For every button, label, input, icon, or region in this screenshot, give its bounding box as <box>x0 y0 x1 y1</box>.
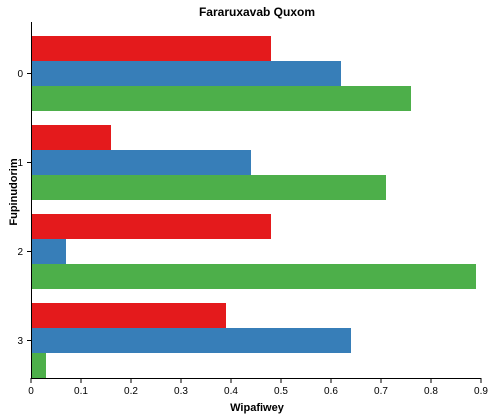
bar-cat0-series1 <box>31 61 341 86</box>
x-tick-label-8: 0.8 <box>424 386 438 397</box>
y-tick-label-0: 0 <box>17 69 23 80</box>
bar-cat2-series2 <box>31 264 476 289</box>
chart-title: Fararuxavab Quxom <box>199 5 315 19</box>
bar-cat3-series0 <box>31 303 226 328</box>
y-axis-label: Fupinudorim <box>8 158 20 225</box>
bar-cat3-series1 <box>31 328 351 353</box>
bar-cat0-series0 <box>31 36 271 61</box>
y-axis-ticks: 0 1 2 3 <box>17 69 31 347</box>
x-tick-label-0: 0 <box>28 386 34 397</box>
x-tick-label-5: 0.5 <box>274 386 288 397</box>
bar-cat3-series2 <box>31 353 46 378</box>
x-axis-ticks: 0 0.1 0.2 0.3 0.4 0.5 0.6 0.7 0.8 0.9 <box>28 378 488 397</box>
bar-cat0-series2 <box>31 86 411 111</box>
bar-cat1-series0 <box>31 125 111 150</box>
bar-cat2-series0 <box>31 214 271 239</box>
bars-group <box>31 36 476 378</box>
bar-cat1-series2 <box>31 175 386 200</box>
bar-cat2-series1 <box>31 239 66 264</box>
x-tick-label-6: 0.6 <box>324 386 338 397</box>
y-tick-label-3: 3 <box>17 336 23 347</box>
x-tick-label-4: 0.4 <box>224 386 238 397</box>
x-tick-label-1: 0.1 <box>74 386 88 397</box>
y-tick-label-1: 1 <box>17 158 23 169</box>
y-tick-label-2: 2 <box>17 247 23 258</box>
x-axis-label: Wipafiwey <box>230 402 285 414</box>
x-tick-label-3: 0.3 <box>174 386 188 397</box>
x-tick-label-2: 0.2 <box>124 386 138 397</box>
x-tick-label-9: 0.9 <box>474 386 488 397</box>
x-tick-label-7: 0.7 <box>374 386 388 397</box>
bar-cat1-series1 <box>31 150 251 175</box>
